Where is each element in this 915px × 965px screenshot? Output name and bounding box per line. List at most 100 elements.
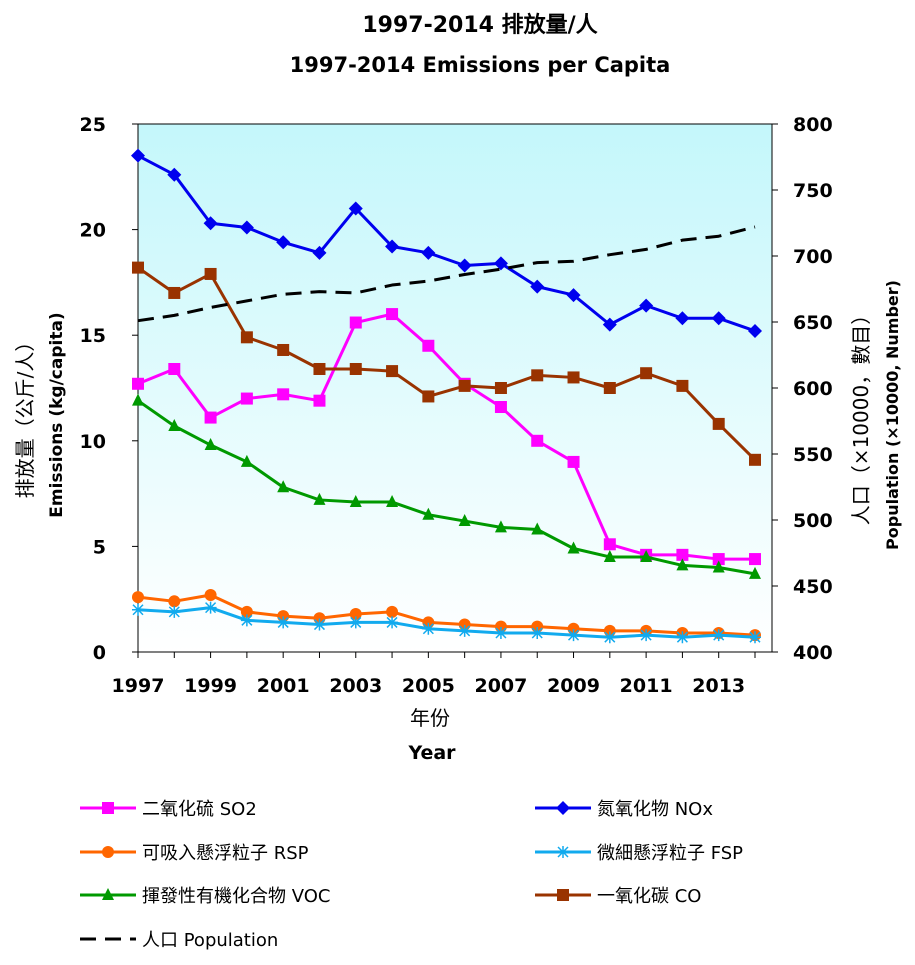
left-tick-label: 10 [80, 431, 106, 453]
left-axis-ticks: 0 5 10 15 20 25 [80, 114, 138, 664]
legend-item: 可吸入懸浮粒子 RSP [80, 843, 309, 864]
data-point [132, 261, 144, 274]
right-axis-label-en: Population (×10000, Number) [883, 280, 902, 550]
data-point [711, 311, 726, 326]
data-point [349, 316, 362, 329]
right-tick-label: 400 [793, 642, 833, 664]
left-axis-label-zh: 排放量（公斤/人） [13, 332, 37, 499]
data-point [386, 616, 399, 629]
data-point [168, 595, 181, 608]
data-point [749, 631, 761, 644]
left-tick-label: 5 [93, 536, 106, 558]
right-tick-label: 700 [793, 246, 833, 268]
data-point [458, 514, 471, 527]
data-point [531, 369, 544, 382]
x-tick-label: 2009 [547, 675, 600, 697]
data-point [676, 379, 689, 392]
series-layer [131, 148, 762, 644]
data-point [349, 616, 362, 629]
series-1 [131, 148, 762, 338]
data-point [675, 311, 690, 326]
right-tick-label: 450 [793, 576, 833, 598]
data-point [676, 631, 689, 644]
legend: 二氧化硫 SO2 氮氧化物 NOx 可吸入懸浮粒子 RSP 微細懸浮粒子 FSP 揮發性… [80, 799, 743, 951]
data-point [204, 267, 217, 280]
data-point [132, 591, 144, 604]
right-tick-label: 750 [793, 180, 833, 202]
legend-label: 揮發性有機化合物 VOC [142, 886, 330, 907]
data-point [494, 626, 507, 639]
legend-item: 人口 Population [80, 930, 278, 951]
data-point [531, 626, 544, 639]
data-point [277, 343, 290, 356]
data-point [386, 605, 399, 618]
data-point [132, 377, 144, 390]
data-point [168, 362, 181, 375]
series-line [137, 606, 756, 639]
data-point [494, 401, 507, 414]
legend-marker [102, 888, 114, 900]
x-tick-label: 2007 [474, 675, 527, 697]
data-point [313, 362, 326, 375]
data-point [277, 616, 290, 629]
x-tick-label: 2001 [257, 675, 310, 697]
left-tick-label: 0 [93, 642, 106, 664]
data-point [603, 549, 616, 562]
data-point [386, 495, 399, 508]
data-point [313, 394, 326, 407]
x-axis-ticks: 1997 1999 2001 2003 2005 2007 2009 2011 2013 [112, 652, 756, 697]
data-point [749, 453, 761, 466]
data-point [240, 331, 253, 344]
legend-item: 一氧化碳 CO [535, 886, 701, 907]
legend-label: 可吸入懸浮粒子 RSP [142, 843, 309, 864]
data-point [458, 624, 471, 637]
data-point [567, 371, 580, 384]
data-point [457, 258, 472, 273]
data-point [312, 245, 327, 260]
legend-item: 氮氧化物 NOx [535, 799, 713, 820]
right-tick-label: 600 [793, 378, 833, 400]
data-point [676, 558, 689, 571]
data-point [386, 308, 399, 321]
series-line [137, 593, 756, 637]
series-line [137, 225, 756, 323]
chart-title: 1997-2014 排放量/人 [362, 12, 597, 38]
legend-item: 微細懸浮粒子 FSP [535, 843, 743, 864]
data-point [240, 614, 253, 627]
data-point [277, 388, 290, 401]
data-point [712, 553, 725, 566]
legend-label: 一氧化碳 CO [597, 886, 701, 907]
data-point [132, 393, 144, 406]
right-tick-label: 500 [793, 510, 833, 532]
left-tick-label: 15 [80, 325, 106, 347]
data-point [493, 256, 508, 271]
data-point [313, 618, 326, 631]
data-point [240, 454, 253, 467]
data-point [167, 167, 182, 182]
legend-marker [102, 802, 114, 814]
right-tick-label: 800 [793, 114, 833, 136]
data-point [422, 339, 435, 352]
x-tick-label: 1997 [112, 675, 165, 697]
x-axis-label-zh: 年份 [410, 706, 450, 730]
chart-subtitle: 1997-2014 Emissions per Capita [290, 53, 671, 77]
legend-label: 人口 Population [142, 930, 278, 951]
data-point [168, 419, 181, 432]
data-point [204, 601, 217, 614]
data-point [168, 286, 181, 299]
data-point [349, 607, 362, 620]
data-point [748, 323, 762, 338]
data-point [349, 362, 362, 375]
data-point [749, 566, 761, 579]
data-point [385, 239, 400, 254]
legend-marker [102, 846, 114, 858]
data-point [204, 588, 217, 601]
data-point [712, 417, 725, 430]
right-axis-label-zh: 人口（×10000，數目） [849, 305, 873, 525]
data-point [602, 317, 617, 332]
data-point [603, 631, 616, 644]
data-point [566, 288, 581, 303]
data-point [640, 549, 653, 562]
data-point [240, 392, 253, 405]
right-tick-label: 550 [793, 444, 833, 466]
